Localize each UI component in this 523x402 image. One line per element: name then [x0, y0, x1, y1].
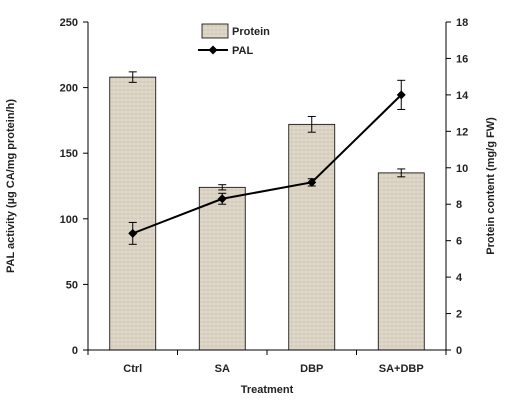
legend-label-pal: PAL — [232, 45, 253, 57]
x-tick-label: SA — [215, 363, 230, 375]
legend-swatch-protein — [201, 23, 229, 39]
right-tick-label: 12 — [456, 126, 468, 138]
right-tick-label: 0 — [456, 345, 462, 357]
pal-point-ctrl — [128, 228, 138, 238]
x-tick-label: Ctrl — [123, 363, 142, 375]
x-axis-title: Treatment — [241, 384, 294, 396]
left-tick-label: 100 — [60, 214, 78, 226]
right-tick-label: 10 — [456, 163, 468, 175]
left-axis-title: PAL activity (µg CA/mg protein/h) — [5, 99, 17, 273]
legend-label-protein: Protein — [232, 26, 270, 38]
left-tick-label: 250 — [60, 17, 78, 29]
right-tick-label: 14 — [456, 90, 469, 102]
right-ticks: 0 2 4 6 8 10 12 14 16 18 — [446, 17, 469, 357]
x-tick-label: DBP — [300, 363, 323, 375]
right-tick-label: 2 — [456, 309, 462, 321]
right-tick-label: 16 — [456, 53, 468, 65]
pal-point-sa — [217, 194, 227, 204]
bar-error-bars — [128, 71, 406, 191]
line-group — [128, 79, 406, 245]
right-tick-label: 4 — [456, 272, 463, 284]
left-tick-label: 200 — [60, 83, 78, 95]
bar-ctrl — [109, 76, 157, 351]
right-tick-label: 18 — [456, 17, 468, 29]
left-tick-label: 50 — [66, 279, 78, 291]
bar-sa — [198, 186, 246, 351]
right-axis-title: Protein content (mg/g FW) — [485, 117, 497, 255]
left-tick-label: 150 — [60, 148, 78, 160]
legend-marker-pal — [208, 45, 218, 55]
pal-point-dbp — [307, 177, 317, 187]
pal-series-line — [132, 94, 402, 235]
right-tick-label: 6 — [456, 236, 462, 248]
x-ticks: Ctrl SA DBP SA+DBP — [87, 350, 447, 375]
bar-dbp — [288, 123, 336, 351]
left-tick-label: 0 — [72, 345, 78, 357]
legend: Protein PAL — [198, 23, 270, 57]
left-ticks: 0 50 100 150 200 250 — [60, 17, 88, 357]
bar-sa-dbp — [377, 172, 425, 351]
right-tick-label: 8 — [456, 199, 462, 211]
pal-point-sa-dbp — [396, 90, 406, 100]
x-tick-label: SA+DBP — [379, 363, 424, 375]
